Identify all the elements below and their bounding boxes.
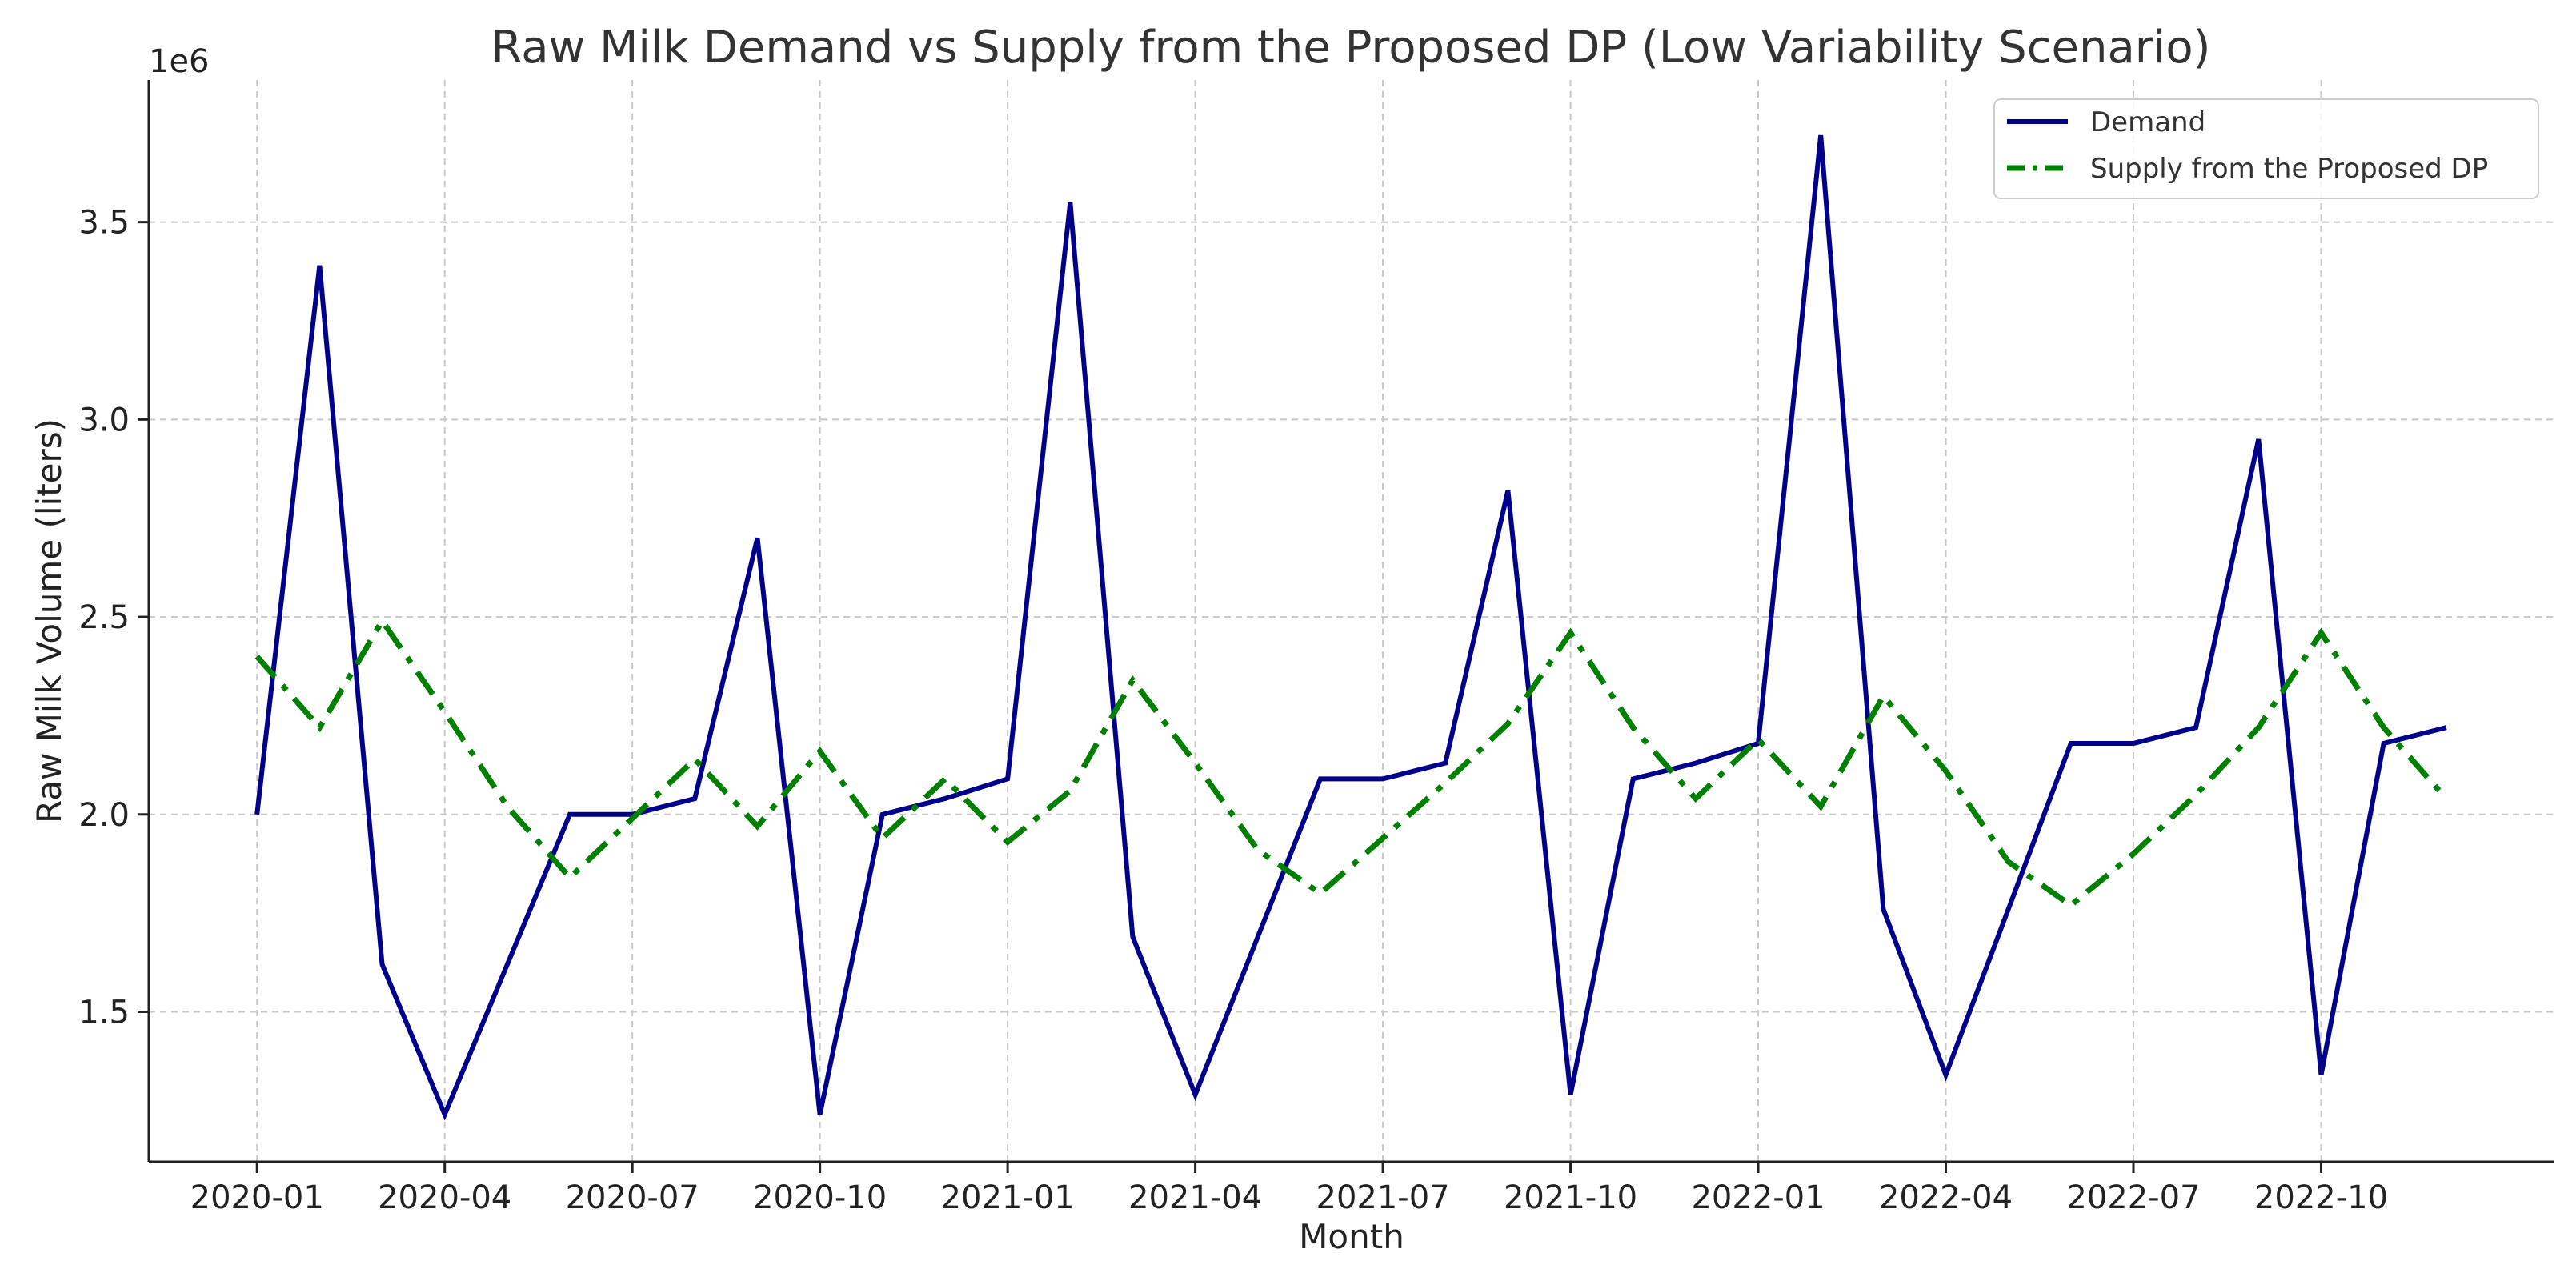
x-tick-label: 2021-10 — [1504, 1179, 1637, 1216]
x-tick-label: 2022-04 — [1879, 1179, 2013, 1216]
x-axis-label: Month — [1299, 1217, 1404, 1256]
y-tick-label: 2.0 — [78, 797, 130, 834]
y-ticks: 1.5 2.0 2.5 3.0 3.5 — [78, 205, 149, 1031]
x-tick-label: 2022-10 — [2254, 1179, 2388, 1216]
x-tick-label: 2022-01 — [1691, 1179, 1825, 1216]
x-tick-label: 2021-07 — [1316, 1179, 1450, 1216]
y-tick-label: 1.5 — [78, 994, 130, 1031]
supply-line — [254, 615, 2449, 909]
axes — [147, 80, 2554, 1163]
x-tick-label: 2020-01 — [190, 1179, 324, 1216]
x-tick-label: 2021-04 — [1128, 1179, 1262, 1216]
legend: Demand Supply from the Proposed DP — [1993, 98, 2539, 199]
y-tick-label: 3.0 — [78, 402, 130, 438]
y-offset-label: 1e6 — [149, 43, 210, 80]
legend-supply-label: Supply from the Proposed DP — [2090, 153, 2488, 185]
x-ticks: 2020-01 2020-04 2020-07 2020-10 2021-01 2021-… — [190, 1162, 2388, 1216]
legend-box — [1993, 98, 2539, 199]
x-tick-label: 2020-04 — [378, 1179, 511, 1216]
demand-line — [254, 134, 2447, 1121]
x-tick-label: 2020-07 — [566, 1179, 699, 1216]
x-tick-label: 2022-07 — [2066, 1179, 2200, 1216]
x-tick-label: 2021-01 — [941, 1179, 1075, 1216]
grid-lines — [149, 80, 2554, 1162]
y-axis-label: Raw Milk Volume (liters) — [30, 418, 69, 823]
x-tick-label: 2020-10 — [753, 1179, 887, 1216]
chart-title: Raw Milk Demand vs Supply from the Propo… — [491, 22, 2211, 74]
y-tick-label: 3.5 — [78, 205, 130, 242]
series-layer — [254, 134, 2449, 1121]
y-tick-label: 2.5 — [78, 599, 130, 636]
legend-demand-label: Demand — [2090, 106, 2205, 138]
